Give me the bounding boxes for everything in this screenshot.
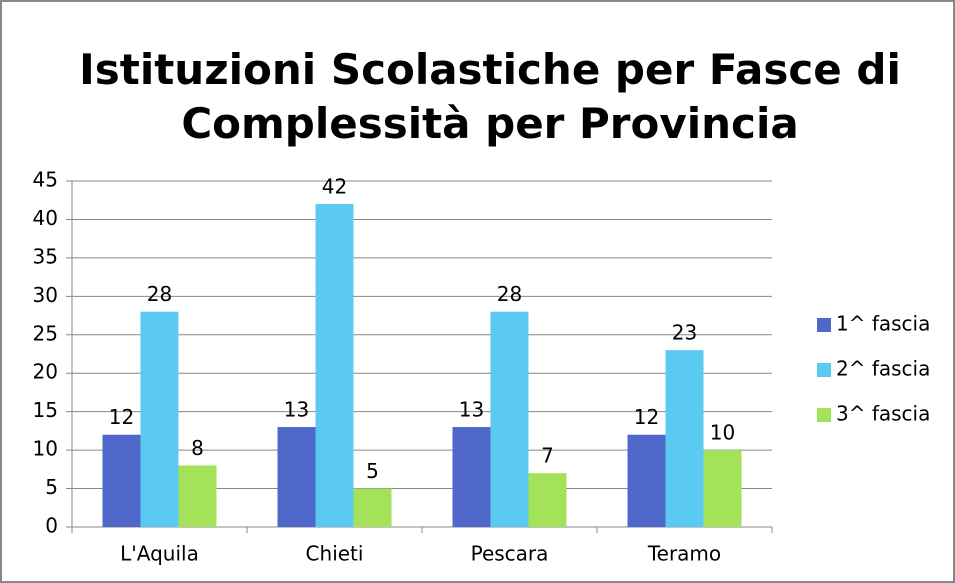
value-label: 5 [366,459,379,483]
bar [490,311,529,527]
y-tick-label: 5 [45,475,58,499]
y-tick-label: 0 [45,514,58,538]
bar [140,311,179,527]
legend-label: 3^ fascia [836,402,930,426]
y-tick-label: 10 [33,437,58,461]
y-tick-label: 30 [33,283,58,307]
value-label: 13 [459,398,484,422]
value-label: 10 [710,421,735,445]
x-tick-label: Teramo [647,542,721,566]
legend-label: 1^ fascia [836,312,930,336]
value-label: 8 [191,436,204,460]
y-tick-label: 35 [33,244,58,268]
legend-swatch [817,363,831,377]
y-tick-label: 25 [33,321,58,345]
bar [315,204,354,528]
legend-swatch [817,408,831,422]
legend-swatch [817,318,831,332]
bar [102,434,141,527]
value-label: 28 [497,282,522,306]
y-tick-label: 45 [33,168,58,192]
value-label: 42 [322,175,347,199]
bar [353,488,392,527]
x-tick-label: Chieti [306,542,364,566]
value-label: 7 [541,444,554,468]
bar [277,427,316,527]
y-tick-label: 15 [33,398,58,422]
y-tick-label: 40 [33,206,58,230]
x-tick-label: L'Aquila [120,542,199,566]
bar [178,465,217,527]
bar [703,450,742,527]
legend-label: 2^ fascia [836,357,930,381]
x-tick-label: Pescara [471,542,549,566]
value-label: 23 [672,321,697,345]
y-tick-label: 20 [33,360,58,384]
value-label: 28 [147,282,172,306]
bar [665,350,704,527]
value-label: 12 [109,405,134,429]
bar [528,473,567,527]
chart-title: Istituzioni Scolastiche per Fasce di Comp… [79,45,901,148]
bar [452,427,491,527]
value-label: 13 [284,398,309,422]
value-label: 12 [634,405,659,429]
bar [627,434,666,527]
